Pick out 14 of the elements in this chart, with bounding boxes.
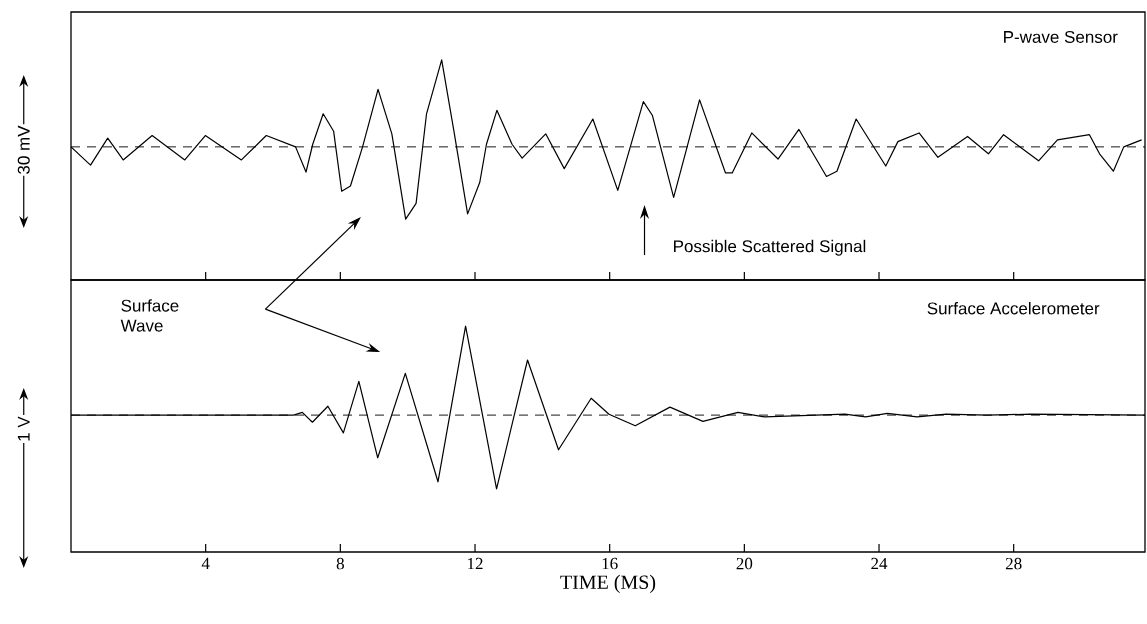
text: Possible Scattered Signal bbox=[674, 239, 866, 256]
x-axis-title: TIME (MS) bbox=[560, 574, 656, 593]
x-tick-label: 8 bbox=[336, 557, 344, 570]
y-axis-title: 1 V bbox=[17, 416, 30, 441]
chart-title: Surface Accelerometer bbox=[927, 301, 1100, 315]
x-tick-label: 16 bbox=[602, 557, 618, 570]
x-tick-label: 12 bbox=[468, 557, 483, 570]
x-tick-label: 20 bbox=[736, 557, 753, 570]
chart-title: P-wave Sensor bbox=[1004, 30, 1118, 43]
x-tick-label: 4 bbox=[201, 557, 210, 570]
y-axis-title: 30 mV bbox=[17, 125, 30, 174]
annotation: Surface Wave bbox=[120, 299, 179, 332]
x-tick-label: 28 bbox=[1005, 557, 1022, 570]
x-tick-label: 24 bbox=[871, 557, 888, 570]
